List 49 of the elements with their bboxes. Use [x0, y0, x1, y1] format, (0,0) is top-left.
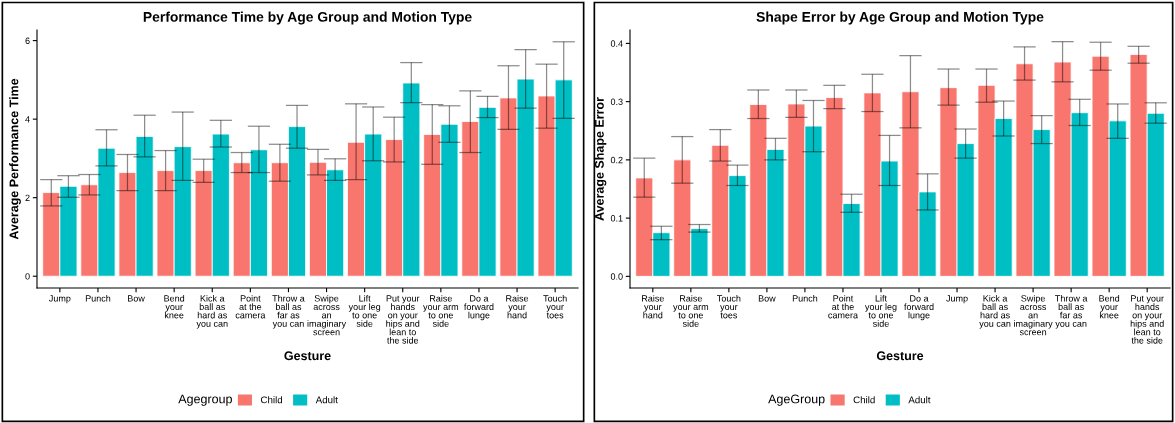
x-tick-label: Do a forward lunge	[464, 295, 494, 321]
x-tick-label: Lift your leg to one side	[864, 294, 897, 327]
legend-label: Adult	[908, 396, 931, 404]
y-axis-title: Average Performance Time	[9, 78, 21, 240]
x-tick-label: Put your hands on your hips and lean to the side	[386, 295, 420, 344]
x-tick-label: Bow	[128, 295, 145, 302]
y-tick-label: 0.4	[610, 40, 623, 47]
x-tick-label: Bend your knee	[1099, 294, 1120, 319]
x-tick-label: Kick a ball as hard as you can	[196, 294, 228, 329]
x-tick-label: Touch your toes	[543, 294, 567, 319]
x-tick-label: Bow	[758, 295, 776, 302]
y-tick-label: 4	[25, 116, 30, 123]
y-tick-label: 0	[25, 273, 30, 280]
x-tick-label: Swipe across an imaginary screen	[307, 294, 347, 336]
x-tick-label: Lift your leg to one side	[348, 294, 381, 327]
y-axis-title: Average Shape Error	[594, 97, 607, 221]
chart-title: Shape Error by Age Group and Motion Type	[756, 11, 1044, 25]
y-tick-label: 0.3	[610, 98, 623, 105]
x-tick-label: Point at the camera	[828, 294, 859, 319]
y-tick-label: 0.2	[610, 156, 623, 164]
x-tick-label: Raise your arm to one side	[673, 294, 709, 327]
chart-title: Performance Time by Age Group and Motion Type	[143, 11, 472, 25]
x-tick-label: Jump	[946, 295, 968, 304]
x-tick-label: Touch your toes	[717, 294, 741, 319]
x-tick-label: Put your hands on your hips and lean to the side	[1130, 295, 1164, 344]
x-axis-title: Gesture	[876, 351, 924, 361]
x-tick-label: Point at the camera	[235, 294, 266, 319]
x-tick-label: Do a forward lunge	[904, 295, 934, 321]
y-tick-label: 0.1	[610, 215, 623, 222]
x-tick-label: Throw a ball as far as you can	[1055, 294, 1088, 329]
legend-title: AgeGroup	[768, 394, 825, 406]
x-tick-label: Swipe across an imaginary screen	[1014, 294, 1053, 336]
x-tick-label: Punch	[85, 294, 111, 302]
y-tick-label: 0.0	[610, 273, 623, 280]
y-tick-label: 6	[25, 37, 30, 44]
x-axis-title: Gesture	[284, 351, 331, 361]
legend-title: Agegroup	[178, 394, 232, 406]
y-tick-label: 2	[25, 194, 30, 201]
legend-label: Child	[853, 396, 875, 404]
x-tick-label: Bend your knee	[164, 294, 185, 319]
x-tick-label: Punch	[792, 294, 818, 302]
legend-label: Child	[261, 396, 283, 404]
x-tick-label: Raise your hand	[506, 294, 529, 319]
x-tick-label: Jump	[48, 295, 71, 304]
x-tick-label: Raise your hand	[642, 294, 664, 319]
x-tick-label: Raise your arm to one side	[423, 294, 459, 327]
x-tick-label: Throw a ball as far as you can	[272, 294, 305, 329]
legend-label: Adult	[315, 396, 338, 404]
x-tick-label: Kick a ball as hard as you can	[979, 294, 1011, 329]
